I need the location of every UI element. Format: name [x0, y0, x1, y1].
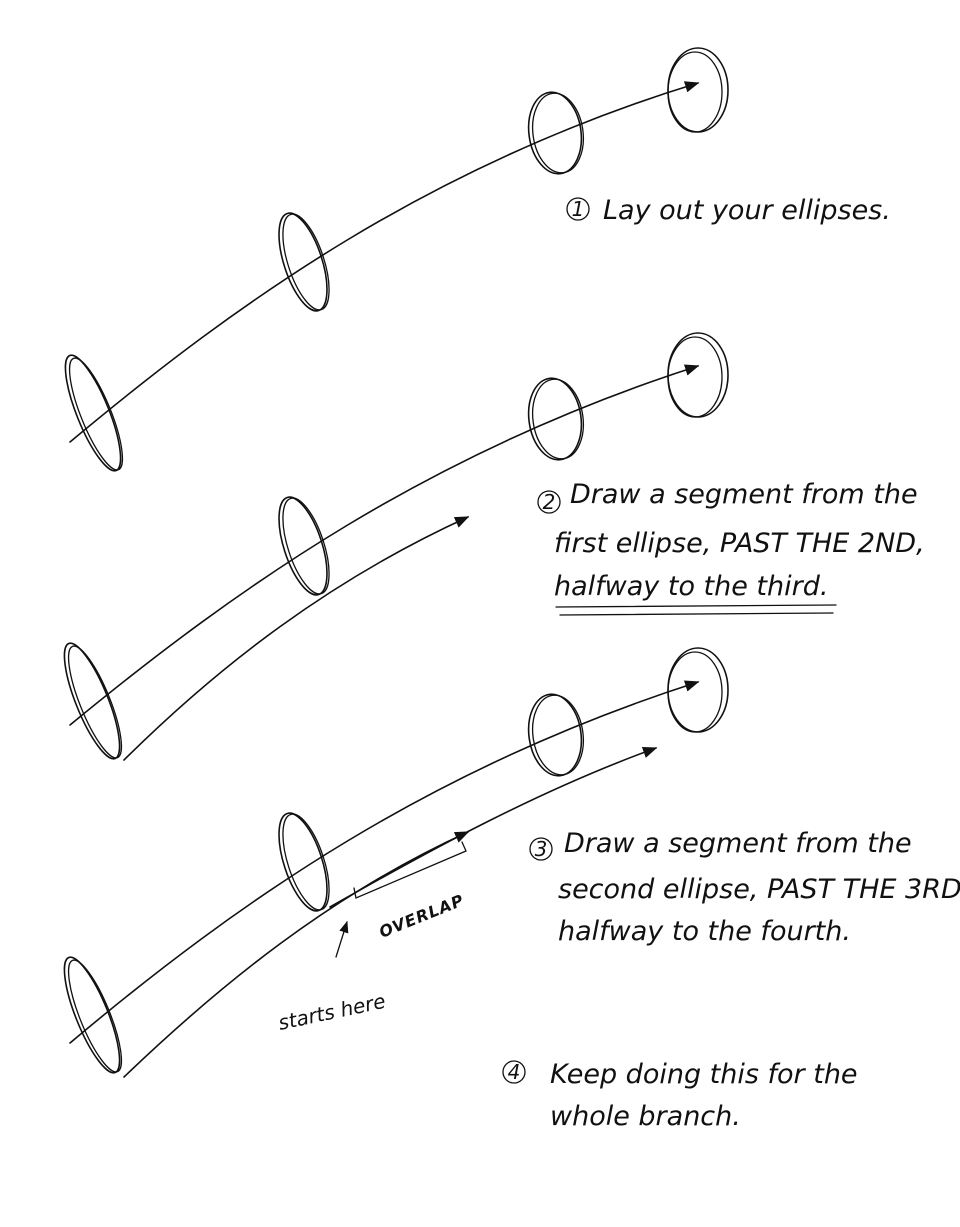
- ellipse-4: [667, 647, 729, 733]
- overlap-label: OVERLAP: [376, 890, 467, 941]
- step-1-number: 1: [572, 197, 585, 221]
- guide-line-1: [69, 81, 700, 443]
- step-4-label: 4 Keep doing this for the whole branch.: [502, 1059, 858, 1132]
- step-3-number-circle: [529, 837, 553, 861]
- overlap-bracket: [353, 841, 467, 899]
- underline-1: [555, 604, 837, 608]
- step-1-number-circle: [566, 197, 590, 221]
- panel-1: 1 Lay out your ellipses.: [64, 47, 891, 472]
- step-2-label: 2 Draw a segment from the first ellipse,…: [537, 479, 925, 616]
- step-3-label: 3 Draw a segment from the second ellipse…: [529, 828, 960, 947]
- ellipse-2: [278, 812, 330, 912]
- ellipse-2: [278, 496, 330, 596]
- ellipse-1: [63, 956, 123, 1074]
- ellipse-4: [667, 332, 729, 418]
- segment-2: [329, 746, 658, 908]
- ellipse-3: [527, 693, 585, 777]
- ellipse-3: [527, 377, 585, 461]
- step-4-number-circle: [502, 1060, 526, 1084]
- guide-line-3: [69, 680, 700, 1044]
- starts-here-label: starts here: [276, 989, 387, 1035]
- step-4-line-1: Keep doing this for the: [550, 1059, 858, 1090]
- segment-1: [123, 516, 470, 761]
- ellipse-1: [63, 642, 123, 760]
- step-2-line-1: Draw a segment from the: [570, 479, 918, 510]
- step-3-line-3: halfway to the fourth.: [558, 916, 851, 947]
- starts-here-arrow: [335, 920, 349, 958]
- step-2-line-3: halfway to the third.: [554, 571, 828, 602]
- step-3-line-2: second ellipse, PAST THE 3RD,: [558, 874, 960, 905]
- guide-line-2: [69, 364, 700, 726]
- step-2-line-2: first ellipse, PAST THE 2ND,: [554, 528, 925, 559]
- ellipse-2: [278, 212, 330, 312]
- ellipse-1: [64, 354, 124, 472]
- step-3-line-1: Draw a segment from the: [564, 828, 912, 859]
- panel-3: OVERLAP starts here 3 Draw a segment fro…: [63, 647, 960, 1078]
- step-4-line-2: whole branch.: [550, 1101, 741, 1132]
- panel-2: 2 Draw a segment from the first ellipse,…: [63, 332, 925, 761]
- ellipse-3: [527, 91, 585, 175]
- step-1-line-1: Lay out your ellipses.: [603, 195, 891, 226]
- underline-2: [559, 612, 834, 616]
- segment-1: [123, 831, 470, 1078]
- step-4-number: 4: [508, 1060, 521, 1084]
- step-1-label: 1 Lay out your ellipses.: [566, 195, 891, 226]
- step-2-number: 2: [543, 490, 556, 514]
- step-2-number-circle: [537, 490, 561, 514]
- step-3-number: 3: [535, 837, 548, 861]
